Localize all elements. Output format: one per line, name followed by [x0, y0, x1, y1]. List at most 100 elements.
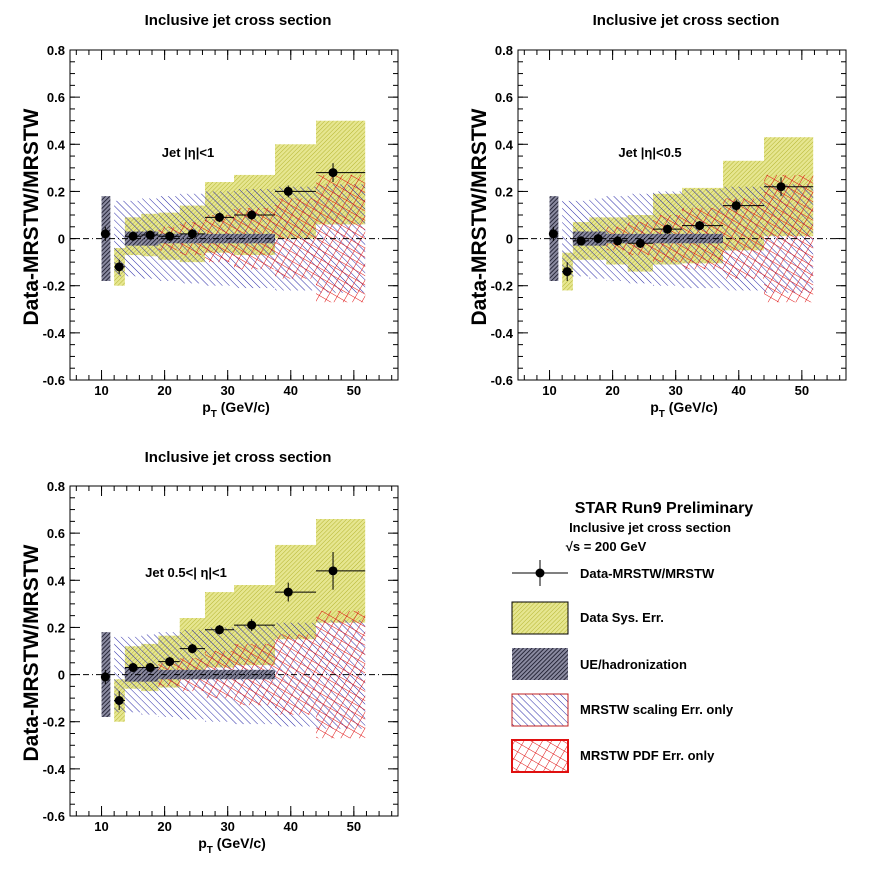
data-point: [165, 657, 175, 667]
data-point: [283, 587, 293, 597]
legend-label: MRSTW scaling Err. only: [580, 702, 734, 717]
y-axis-label: Data-MRSTW/MRSTW: [468, 108, 491, 325]
x-tick-label: 20: [157, 383, 171, 398]
panel-forward-eta: Inclusive jet cross section Data-MRSTW/M…: [20, 449, 399, 856]
mrstw-scaling-band: [114, 636, 125, 713]
y-tick-label: 0.6: [47, 526, 65, 541]
legend-data-marker: [535, 568, 545, 578]
y-tick-label: -0.4: [43, 762, 66, 777]
x-tick-label: 10: [542, 383, 556, 398]
legend-scaling-swatch: [511, 693, 569, 727]
data-point: [114, 696, 124, 705]
y-tick-label: -0.2: [43, 279, 65, 294]
x-tick-label: 50: [795, 383, 809, 398]
legend: STAR Run9 Preliminary Inclusive jet cros…: [511, 500, 754, 773]
y-tick-label: 0: [58, 232, 65, 247]
x-tick-label: 20: [605, 383, 619, 398]
plot-area: -0.6 -0.4 -0.2 0 0.2 0.4 0.6 0.8 10 20 30 40 50: [43, 479, 399, 834]
data-point: [187, 644, 197, 654]
x-tick-label: 50: [347, 383, 361, 398]
legend-entry-sys: Data Sys. Err.: [511, 601, 664, 635]
y-tick-label: 0.8: [47, 43, 65, 58]
y-tick-label: -0.2: [43, 715, 65, 730]
data-point: [214, 212, 224, 222]
plot-area: -0.6 -0.4 -0.2 0 0.2 0.4 0.6 0.8 10 20 30 40 50: [43, 43, 399, 398]
y-tick-label: -0.4: [43, 326, 66, 341]
legend-ue-swatch: [512, 648, 568, 680]
y-tick-label: 0.8: [495, 43, 513, 58]
legend-pdf-swatch: [511, 739, 569, 773]
panel-title: Inclusive jet cross section: [145, 12, 332, 29]
data-point: [613, 236, 623, 246]
ue-hadronization-band: [204, 669, 234, 680]
legend-entry-scaling: MRSTW scaling Err. only: [511, 693, 734, 727]
x-tick-label: 40: [732, 383, 746, 398]
ue-hadronization-band: [124, 667, 142, 682]
x-axis-label: pT (GeV/c): [650, 399, 718, 420]
y-tick-label: -0.4: [491, 326, 514, 341]
eta-range-label: Jet |η|<0.5: [618, 145, 681, 160]
y-tick-label: 0.6: [47, 90, 65, 105]
legend-entry-data: Data-MRSTW/MRSTW: [512, 560, 715, 586]
plot-area: -0.6 -0.4 -0.2 0 0.2 0.4 0.6 0.8 10 20 30 40 50: [491, 43, 847, 398]
eta-range-label: Jet 0.5<| η|<1: [145, 565, 227, 580]
x-tick-label: 30: [220, 819, 234, 834]
legend-header: STAR Run9 Preliminary: [575, 500, 754, 517]
data-point: [145, 663, 155, 672]
y-axis-label: Data-MRSTW/MRSTW: [20, 108, 43, 325]
panel-title: Inclusive jet cross section: [593, 12, 780, 29]
y-axis-label: Data-MRSTW/MRSTW: [20, 544, 43, 761]
y-tick-label: -0.2: [491, 279, 513, 294]
legend-entry-ue: UE/hadronization: [512, 648, 687, 680]
x-tick-label: 50: [347, 819, 361, 834]
y-tick-label: 0: [58, 668, 65, 683]
data-point: [247, 620, 257, 630]
x-tick-label: 30: [220, 383, 234, 398]
data-point: [187, 229, 197, 239]
y-tick-label: 0.8: [47, 479, 65, 494]
y-tick-label: 0.2: [47, 620, 65, 635]
y-tick-label: -0.6: [43, 809, 65, 824]
data-point: [635, 238, 645, 248]
y-tick-label: 0.4: [495, 137, 514, 152]
y-tick-label: 0.2: [495, 184, 513, 199]
x-tick-label: 10: [94, 383, 108, 398]
x-axis-label: pT (GeV/c): [202, 399, 270, 420]
y-tick-label: 0.2: [47, 184, 65, 199]
ue-hadronization-band: [652, 233, 682, 244]
data-point: [548, 229, 558, 239]
x-tick-label: 10: [94, 819, 108, 834]
x-axis-label: pT (GeV/c): [198, 835, 266, 856]
panel-central-eta: Inclusive jet cross section Data-MRSTW/M…: [468, 12, 847, 420]
y-tick-label: 0.4: [47, 137, 66, 152]
ue-hadronization-band: [204, 233, 234, 244]
legend-energy: √s = 200 GeV: [566, 539, 647, 554]
data-point: [114, 262, 124, 272]
data-point: [283, 186, 293, 196]
data-point: [328, 566, 338, 576]
legend-label: Data Sys. Err.: [580, 610, 664, 625]
eta-range-label: Jet |η|<1: [162, 145, 214, 160]
y-tick-label: 0.6: [495, 90, 513, 105]
data-point: [214, 625, 224, 635]
data-point: [165, 231, 175, 241]
data-point: [328, 168, 338, 178]
mrstw-scaling-band: [114, 200, 125, 277]
legend-subtitle: Inclusive jet cross section: [569, 520, 731, 535]
y-tick-label: 0: [506, 232, 513, 247]
data-point: [731, 201, 741, 211]
panel-title: Inclusive jet cross section: [145, 449, 332, 466]
x-tick-label: 20: [157, 819, 171, 834]
data-point: [576, 236, 586, 246]
data-point: [662, 224, 672, 234]
legend-entry-pdf: MRSTW PDF Err. only: [511, 739, 715, 773]
y-tick-label: -0.6: [43, 373, 65, 388]
legend-label: UE/hadronization: [580, 657, 687, 672]
legend-label: MRSTW PDF Err. only: [580, 748, 715, 763]
data-point: [100, 229, 110, 239]
x-tick-label: 30: [668, 383, 682, 398]
data-point: [100, 672, 110, 682]
data-point: [776, 182, 786, 192]
legend-label: Data-MRSTW/MRSTW: [580, 566, 715, 581]
